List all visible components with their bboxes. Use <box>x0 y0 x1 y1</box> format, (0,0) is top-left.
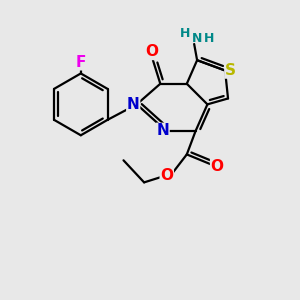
Text: O: O <box>160 168 173 183</box>
Text: H: H <box>204 32 215 45</box>
Text: O: O <box>211 159 224 174</box>
Text: H: H <box>180 27 190 40</box>
Text: O: O <box>145 44 158 59</box>
Text: N: N <box>127 97 140 112</box>
Text: N: N <box>156 123 169 138</box>
Text: N: N <box>192 32 202 45</box>
Text: F: F <box>76 55 86 70</box>
Text: S: S <box>225 63 236 78</box>
